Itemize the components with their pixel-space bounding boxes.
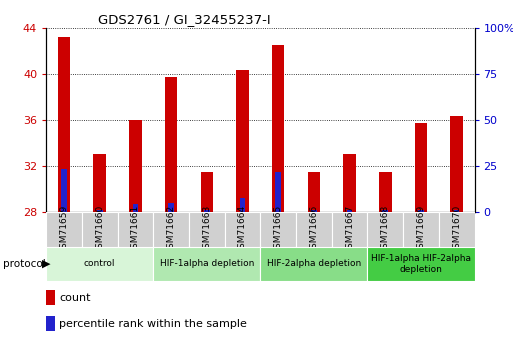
Bar	[383, 210, 388, 212]
Text: GDS2761 / GI_32455237-I: GDS2761 / GI_32455237-I	[97, 13, 270, 27]
Bar	[332, 212, 367, 247]
Bar	[117, 212, 153, 247]
Text: ▶: ▶	[42, 259, 51, 269]
Bar	[165, 77, 177, 212]
Text: GSM71663: GSM71663	[202, 205, 211, 254]
Bar	[296, 212, 332, 247]
Bar	[343, 155, 356, 212]
Bar	[168, 203, 174, 212]
Bar	[204, 210, 210, 212]
Text: GSM71668: GSM71668	[381, 205, 390, 254]
Bar	[347, 210, 352, 212]
Bar	[201, 172, 213, 212]
Text: control: control	[84, 259, 115, 268]
Text: HIF-1alpha depletion: HIF-1alpha depletion	[160, 259, 254, 268]
Bar	[418, 210, 424, 212]
Bar	[450, 116, 463, 212]
Bar	[260, 247, 367, 281]
Text: GSM71665: GSM71665	[274, 205, 283, 254]
Bar	[93, 155, 106, 212]
Text: GSM71664: GSM71664	[238, 205, 247, 254]
Text: GSM71661: GSM71661	[131, 205, 140, 254]
Text: HIF-1alpha HIF-2alpha
depletion: HIF-1alpha HIF-2alpha depletion	[371, 254, 471, 274]
Text: GSM71659: GSM71659	[60, 205, 69, 254]
Bar	[379, 172, 391, 212]
Text: GSM71667: GSM71667	[345, 205, 354, 254]
Bar	[97, 210, 103, 212]
Bar	[439, 212, 475, 247]
Bar	[153, 212, 189, 247]
Text: GSM71670: GSM71670	[452, 205, 461, 254]
Bar	[367, 212, 403, 247]
Text: GSM71660: GSM71660	[95, 205, 104, 254]
Text: HIF-2alpha depletion: HIF-2alpha depletion	[267, 259, 361, 268]
Bar	[403, 212, 439, 247]
Bar	[61, 169, 67, 212]
Text: GSM71669: GSM71669	[417, 205, 425, 254]
Bar	[46, 247, 153, 281]
Bar	[275, 172, 281, 212]
Bar	[225, 212, 260, 247]
Bar	[272, 45, 284, 212]
Bar	[58, 37, 70, 212]
Bar	[82, 212, 117, 247]
Text: GSM71662: GSM71662	[167, 205, 175, 254]
Bar	[367, 247, 475, 281]
Bar	[415, 124, 427, 212]
Bar	[46, 212, 82, 247]
Bar	[308, 172, 320, 212]
Bar	[454, 210, 460, 212]
Bar	[189, 212, 225, 247]
Text: count: count	[59, 293, 90, 303]
Bar	[236, 70, 249, 212]
Bar	[153, 247, 260, 281]
Bar	[260, 212, 296, 247]
Text: protocol: protocol	[3, 259, 45, 269]
Text: percentile rank within the sample: percentile rank within the sample	[59, 319, 247, 328]
Text: GSM71666: GSM71666	[309, 205, 319, 254]
Bar	[311, 210, 317, 212]
Bar	[129, 120, 142, 212]
Bar	[132, 204, 138, 212]
Bar	[240, 198, 245, 212]
